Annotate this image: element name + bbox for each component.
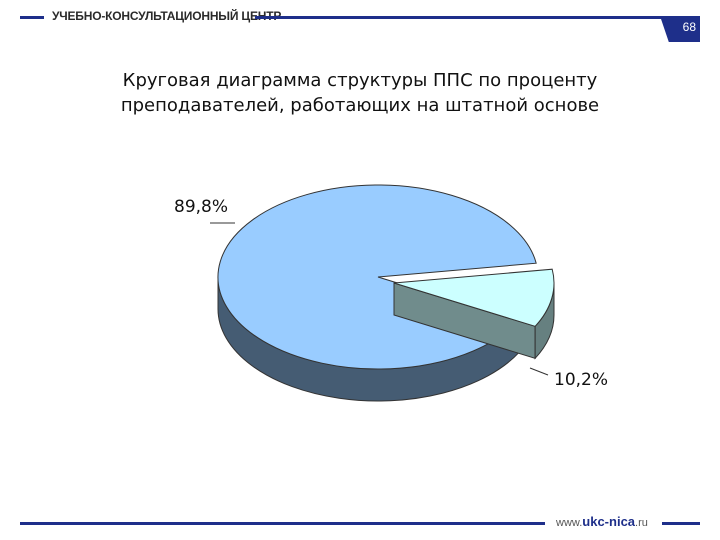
footer-rule-right [662, 522, 700, 525]
page-number: 68 [682, 20, 696, 34]
pie-slice-small [393, 268, 555, 327]
footer-url[interactable]: www.ukc-nica.ru [556, 514, 648, 529]
data-label-small: 10,2% [554, 370, 608, 390]
header-rule-right [255, 16, 700, 19]
footer-rule-left [20, 522, 545, 525]
data-label-large: 89,8% [174, 197, 228, 217]
organization-name: УЧЕБНО-КОНСУЛЬТАЦИОННЫЙ ЦЕНТР [52, 9, 282, 23]
header-rule-left [20, 16, 44, 19]
chart-title: Круговая диаграмма структуры ППС по проц… [60, 68, 660, 118]
footer-url-prefix: www. [556, 517, 583, 529]
data-label-small-leader [529, 367, 549, 376]
footer-url-suffix: .ru [635, 517, 648, 529]
chart-title-line-2: преподавателей, работающих на штатной ос… [120, 95, 600, 116]
chart-title-line-1: Круговая диаграмма структуры ППС по проц… [122, 70, 598, 91]
footer-url-brand: ukc-nica [582, 514, 636, 529]
